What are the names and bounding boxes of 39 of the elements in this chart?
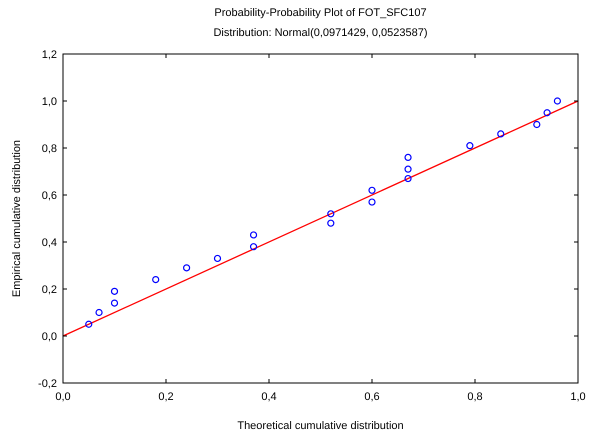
point [554,97,561,105]
point [533,120,540,128]
x-tick-label: 0,6 [364,391,380,403]
point [110,300,118,307]
point [544,109,551,116]
y-axis-title: Empirical cumulative distribution [11,140,23,298]
point [327,220,334,227]
point [497,130,504,138]
point [327,210,334,218]
x-tick-label: 0,0 [55,391,71,403]
y-tick-label: -0,2 [38,378,57,390]
point [404,174,412,182]
y-tick-label: 0,8 [42,143,57,155]
point [250,231,258,239]
x-tick-label: 0,4 [261,391,277,403]
point [152,276,160,284]
point [404,166,412,173]
point [95,308,103,316]
x-axis-title: Theoretical cumulative distribution [237,420,404,432]
x-tick-label: 1,0 [570,391,586,403]
y-tick-label: 1,2 [42,49,57,61]
point [183,264,190,272]
y-tick-label: 0,0 [42,331,57,343]
point [466,142,474,150]
y-tick-label: 0,6 [42,190,57,202]
y-tick-label: 1,0 [42,96,57,108]
y-tick-label: 0,2 [42,284,57,296]
point [85,320,92,328]
point [368,186,376,194]
point [368,198,376,206]
x-tick-label: 0,2 [158,391,174,403]
y-tick-label: 0,4 [42,237,57,249]
point [250,243,258,250]
chart-title: Probability-Probability Plot of FOT_SFC107 [214,7,427,19]
point [404,154,412,161]
point [110,288,118,295]
x-tick-label: 0,8 [467,391,483,403]
chart-subtitle: Distribution: Normal(0,0971429, 0,0523587) [213,27,428,39]
point [214,254,222,262]
